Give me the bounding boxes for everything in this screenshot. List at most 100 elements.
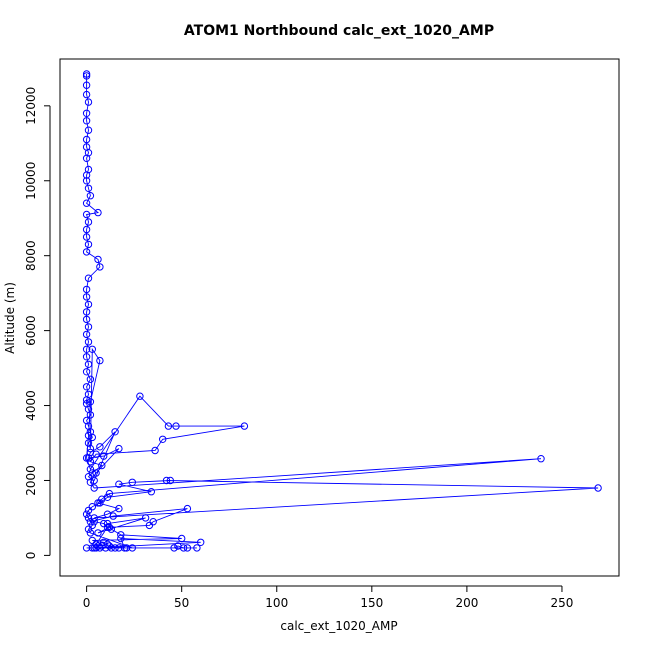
data-point — [82, 109, 91, 118]
chart-title: ATOM1 Northbound calc_ext_1020_AMP — [184, 23, 494, 39]
data-point — [86, 411, 95, 419]
data-point — [82, 177, 91, 185]
data-point — [197, 538, 205, 546]
data-point — [82, 510, 91, 518]
data-point — [98, 542, 106, 550]
data-point — [107, 544, 116, 552]
data-point — [86, 398, 95, 406]
data-point — [101, 544, 110, 552]
data-point — [96, 499, 104, 507]
x-axis-label: calc_ext_1020_AMP — [280, 619, 397, 633]
data-point — [84, 514, 93, 522]
data-point — [86, 458, 95, 466]
data-point — [88, 544, 97, 552]
data-point — [159, 435, 167, 443]
data-point — [162, 476, 171, 485]
data-point — [82, 117, 91, 125]
data-point — [84, 240, 93, 249]
data-point — [100, 519, 108, 528]
data-point — [172, 422, 180, 430]
data-point — [82, 171, 91, 179]
data-point — [84, 323, 93, 331]
data-point — [183, 504, 192, 513]
data-point — [82, 199, 91, 207]
data-point — [82, 81, 91, 89]
data-point — [122, 544, 131, 552]
data-point — [107, 525, 116, 533]
data-point — [82, 225, 91, 234]
plot-frame — [59, 58, 620, 577]
data-point — [82, 72, 91, 80]
y-axis-label: Altitude (m) — [3, 282, 17, 354]
y-tick-label: 4000 — [24, 390, 38, 421]
data-point — [537, 455, 545, 463]
data-point — [128, 544, 137, 552]
data-point — [84, 126, 93, 134]
data-point — [82, 396, 91, 404]
data-point — [111, 544, 119, 552]
x-tick-label: 150 — [360, 596, 383, 610]
data-point — [82, 544, 91, 552]
data-point — [166, 476, 175, 485]
x-axis: 0 50 100 150 200 250 — [83, 585, 574, 610]
data-point — [86, 529, 95, 537]
data-point — [90, 484, 98, 492]
data-point — [88, 503, 97, 511]
data-point — [120, 544, 129, 552]
data-point — [82, 233, 91, 241]
data-point — [84, 525, 93, 533]
data-point — [82, 285, 91, 294]
data-point — [82, 330, 91, 339]
x-tick-label: 50 — [174, 596, 189, 610]
data-point — [90, 476, 98, 485]
data-point — [115, 504, 123, 513]
data-point — [105, 523, 114, 531]
y-tick-label: 2000 — [24, 465, 38, 496]
data-point — [82, 345, 91, 353]
data-point — [103, 523, 112, 531]
data-point — [86, 518, 95, 526]
data-point — [164, 422, 173, 430]
data-point — [82, 368, 91, 376]
series-line — [86, 74, 599, 549]
data-point — [88, 536, 97, 545]
data-point — [111, 428, 119, 436]
data-point — [82, 308, 91, 316]
y-tick-label: 10000 — [24, 162, 38, 200]
data-point — [84, 274, 93, 282]
data-point — [82, 454, 91, 462]
x-tick-label: 250 — [551, 596, 574, 610]
x-tick-label: 200 — [455, 596, 478, 610]
data-point — [84, 431, 93, 440]
plot-area — [59, 58, 620, 577]
data-point — [86, 192, 95, 200]
data-point — [84, 338, 93, 346]
data-point — [193, 544, 201, 552]
data-point — [86, 478, 95, 486]
data-point — [115, 544, 123, 552]
data-point — [117, 534, 125, 543]
data-point — [103, 519, 112, 528]
data-point — [151, 446, 159, 455]
data-point — [92, 469, 100, 477]
data-point — [88, 469, 97, 477]
data-point — [82, 383, 91, 391]
data-point — [178, 534, 186, 543]
data-point — [170, 544, 178, 552]
data-point — [240, 422, 249, 430]
data-point — [147, 488, 156, 496]
data-point — [117, 531, 125, 539]
data-point — [96, 544, 104, 552]
y-axis: 0 2000 4000 6000 8000 10000 12000 — [24, 87, 51, 560]
data-point — [94, 255, 102, 264]
data-point — [96, 263, 104, 271]
data-point — [141, 514, 150, 522]
data-point — [136, 392, 144, 400]
data-point — [179, 544, 188, 552]
data-point — [90, 544, 98, 552]
data-point — [90, 514, 98, 522]
y-tick-label: 0 — [24, 552, 38, 560]
data-point — [94, 208, 102, 217]
data-point — [105, 489, 114, 498]
data-point — [594, 484, 602, 492]
